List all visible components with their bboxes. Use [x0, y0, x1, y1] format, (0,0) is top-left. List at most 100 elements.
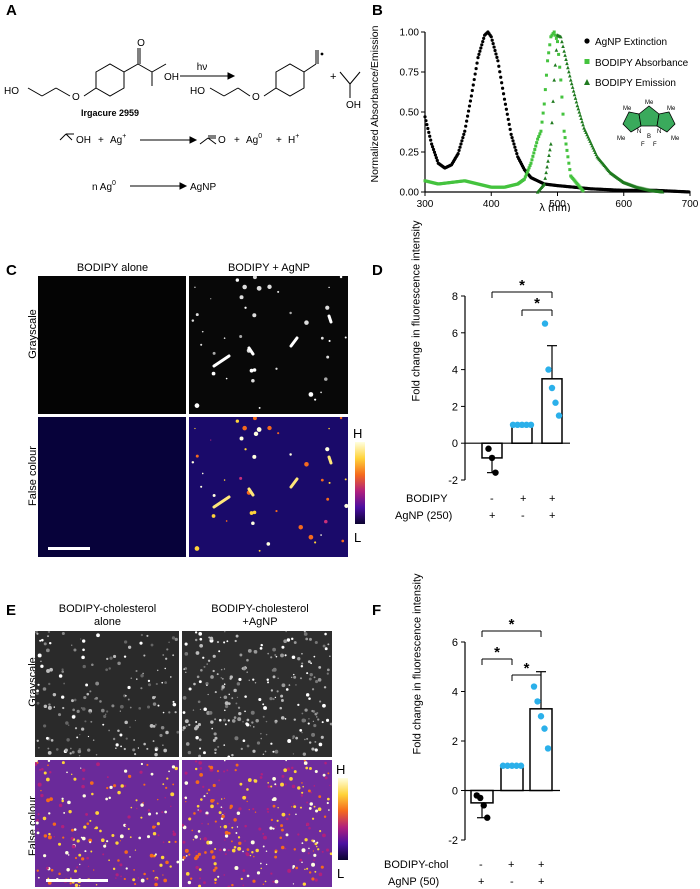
speckle	[105, 713, 107, 715]
speckle	[123, 655, 127, 658]
spectra-xlabel: λ (nm)	[539, 202, 570, 212]
speckle	[35, 760, 38, 763]
speckle	[119, 733, 123, 737]
speckle	[127, 645, 132, 649]
speckle	[252, 678, 255, 681]
speckle	[64, 748, 68, 752]
spectra-point	[492, 45, 496, 49]
speckle	[246, 658, 249, 662]
speckle	[307, 660, 311, 664]
ytick-label: 4	[452, 687, 458, 699]
speckle	[286, 638, 291, 642]
speckle	[194, 286, 196, 288]
spectra-point	[460, 139, 464, 143]
spectra-point	[522, 177, 526, 181]
speckle	[134, 849, 137, 851]
speckle	[61, 799, 64, 803]
panel-e-label: E	[6, 602, 17, 619]
speckle	[58, 842, 62, 846]
speckle	[194, 631, 198, 634]
data-point	[537, 713, 545, 720]
speckle	[324, 647, 328, 651]
speckle	[227, 849, 230, 852]
speckle	[152, 702, 157, 706]
speckle	[316, 712, 319, 715]
bar-chart-d: -2 0 2 4 6 8 * *	[448, 277, 570, 487]
speckle	[265, 733, 268, 736]
speckle	[223, 683, 226, 686]
speckle	[272, 675, 276, 679]
speckle	[198, 680, 202, 684]
speckle	[191, 461, 195, 464]
speckle	[311, 877, 315, 881]
significance-star: *	[524, 660, 530, 677]
spectra-point	[425, 122, 429, 127]
speckle	[322, 833, 326, 838]
speckle	[223, 824, 228, 829]
significance-bracket: *	[521, 295, 553, 316]
speckle	[308, 697, 311, 700]
speckle	[210, 850, 214, 854]
speckle	[203, 751, 206, 755]
spectra-point	[535, 141, 539, 145]
spectra-point	[581, 189, 585, 193]
speckle	[206, 663, 208, 665]
speckle	[108, 729, 110, 732]
speckle	[304, 838, 308, 842]
speckle	[148, 812, 152, 816]
speckle	[290, 766, 294, 770]
speckle	[267, 681, 270, 684]
spectra-point	[566, 155, 570, 159]
speckle	[318, 742, 323, 747]
speckle	[161, 811, 164, 813]
speckle	[293, 641, 297, 644]
data-point	[484, 814, 491, 821]
speckle	[233, 688, 237, 693]
speckle	[89, 781, 94, 785]
speckle	[123, 877, 126, 881]
speckle	[133, 739, 135, 741]
speckle	[203, 665, 206, 668]
speckle	[229, 806, 232, 810]
spectra-point	[481, 40, 485, 44]
speckle	[242, 869, 246, 872]
speckle	[135, 799, 138, 802]
speckle	[311, 862, 316, 867]
spectra-ylabel: Normalized Absorbance/Emission	[369, 25, 381, 182]
ytick-label: 0	[452, 438, 458, 450]
speckle	[301, 731, 303, 734]
spectra-point	[539, 129, 543, 133]
panel-f-c2v1: +	[478, 876, 485, 888]
speckle	[49, 667, 53, 672]
speckle	[192, 839, 195, 841]
spectra-point	[577, 110, 582, 114]
speckle	[275, 367, 278, 370]
speckle	[223, 760, 226, 762]
speckle	[259, 776, 263, 779]
speckle	[236, 826, 239, 828]
speckle	[58, 674, 63, 678]
speckle	[129, 836, 132, 839]
panel-f-c1v1: -	[479, 859, 483, 871]
spectra-point	[564, 57, 568, 62]
speckle	[260, 737, 263, 740]
speckle	[262, 703, 265, 706]
data-point	[509, 421, 517, 428]
speckle	[304, 738, 306, 741]
speckle	[136, 678, 138, 680]
speckle	[235, 419, 240, 423]
speckle	[194, 546, 200, 551]
spectra-point	[553, 33, 557, 37]
speckle	[127, 828, 130, 831]
speckle	[47, 635, 49, 638]
spectra-xtick-label: 600	[615, 199, 632, 210]
spectra-point	[540, 120, 544, 124]
speckle	[307, 722, 310, 725]
speckle	[262, 883, 265, 885]
speckle	[291, 806, 293, 808]
speckle	[239, 436, 244, 441]
speckle	[120, 784, 124, 788]
speckle	[134, 719, 137, 722]
speckle	[274, 721, 277, 724]
speckle	[269, 826, 273, 830]
